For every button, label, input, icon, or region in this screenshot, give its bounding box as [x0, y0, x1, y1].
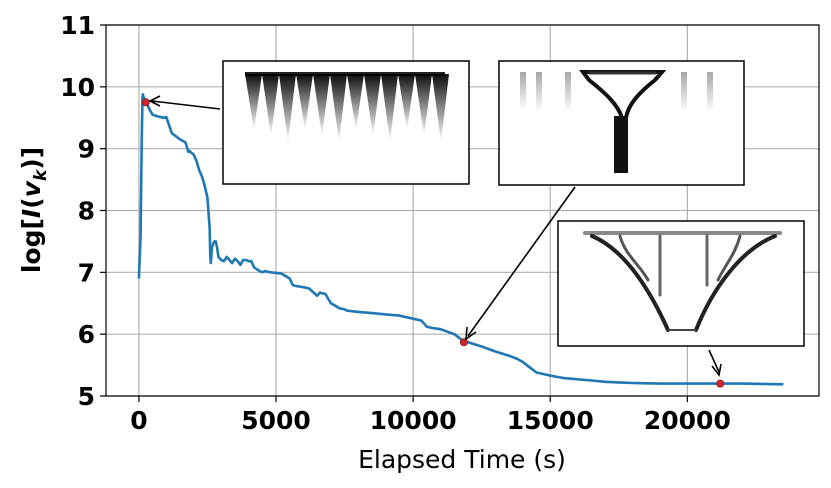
- y-axis-label: log[I(vk)]: [17, 147, 51, 273]
- inset-image-3: [557, 220, 805, 347]
- highlight-point: [141, 98, 150, 107]
- series-line: [137, 93, 784, 386]
- comb-tooth: [313, 74, 330, 136]
- annotation-arrows: [148, 95, 722, 377]
- arrow-2: [467, 186, 576, 337]
- x-tick-label: 5000: [241, 406, 311, 435]
- inset-comb-pattern: [245, 72, 449, 142]
- y-tick-label: 10: [60, 73, 95, 102]
- y-tick-label: 9: [78, 135, 95, 164]
- comb-tooth: [245, 74, 262, 130]
- y-tick-label: 7: [78, 258, 95, 287]
- arrow-3: [708, 349, 720, 373]
- x-tick-label: 20000: [644, 406, 731, 435]
- y-tick-label: 8: [78, 197, 95, 226]
- y-tick-label: 5: [78, 382, 95, 411]
- highlight-point: [716, 379, 725, 388]
- comb-tooth: [330, 74, 347, 142]
- x-axis-label: Elapsed Time (s): [358, 445, 566, 474]
- comb-tooth: [262, 74, 279, 136]
- markers: [141, 98, 725, 388]
- arrow-1-head: [148, 95, 161, 107]
- inset-v-shape: [583, 231, 782, 332]
- comb-tooth: [398, 74, 415, 130]
- x-ticks: 0 5000 10000 15000 20000: [130, 396, 731, 435]
- comb-tooth: [381, 74, 398, 142]
- inset-y-shape: [520, 70, 713, 173]
- x-tick-label: 15000: [507, 406, 594, 435]
- arrow-2-head: [465, 326, 477, 341]
- x-tick-label: 10000: [370, 406, 457, 435]
- inset-image-2: [498, 60, 745, 186]
- y-tick-label: 6: [78, 320, 95, 349]
- comb-tooth: [364, 74, 381, 136]
- x-tick-label: 0: [130, 406, 147, 435]
- comb-tooth: [347, 74, 364, 130]
- arrow-1: [151, 100, 221, 110]
- arrow-3-head: [711, 363, 722, 377]
- inset-image-1: [222, 60, 470, 185]
- y-tick-label: 11: [60, 11, 95, 40]
- highlight-point: [459, 338, 468, 347]
- series: [137, 93, 784, 386]
- comb-tooth: [432, 74, 449, 142]
- comb-tooth: [296, 74, 313, 130]
- comb-tooth: [415, 74, 432, 136]
- comb-tooth: [279, 74, 296, 142]
- y-ticks: 5 6 7 8 9 10 11: [60, 11, 106, 411]
